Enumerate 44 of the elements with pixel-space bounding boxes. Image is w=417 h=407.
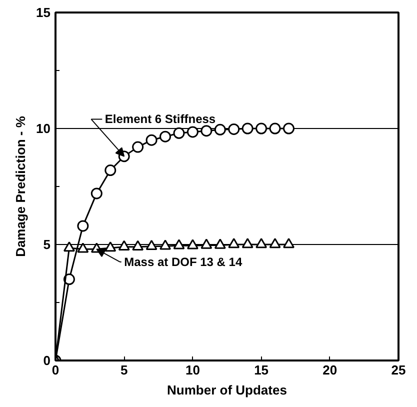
x-axis-title: Number of Updates <box>167 382 287 398</box>
point <box>186 239 198 250</box>
point <box>214 124 226 136</box>
point <box>146 134 158 146</box>
point <box>132 240 144 250</box>
point <box>104 241 116 252</box>
point <box>173 127 185 139</box>
point <box>90 188 102 200</box>
point <box>228 238 240 248</box>
point <box>269 122 281 134</box>
point <box>242 122 254 134</box>
y-tick-label: 5 <box>43 237 51 252</box>
point <box>77 242 89 253</box>
annotation: Element 6 Stiffness <box>104 112 216 126</box>
point <box>63 241 75 252</box>
point <box>256 238 268 248</box>
x-tick-label: 15 <box>254 362 269 378</box>
point <box>214 238 226 249</box>
point <box>186 126 198 138</box>
annotation: Mass at DOF 13 & 14 <box>124 254 242 269</box>
y-tick-label: 15 <box>36 5 51 20</box>
point <box>269 238 281 248</box>
point <box>132 141 144 153</box>
x-tick-label: 10 <box>185 362 200 378</box>
x-tick-label: 5 <box>120 362 128 378</box>
point <box>146 240 158 250</box>
y-axis-title: Damage Prediction - % <box>13 116 28 257</box>
x-tick-label: 25 <box>391 362 406 378</box>
point <box>77 220 89 232</box>
y-tick-label: 0 <box>43 353 51 368</box>
point <box>160 130 172 142</box>
point <box>256 122 268 134</box>
point <box>104 164 116 176</box>
point <box>282 238 294 248</box>
y-tick-label: 10 <box>36 121 51 136</box>
point <box>160 240 172 250</box>
point <box>228 123 240 135</box>
point <box>242 238 254 248</box>
point <box>173 239 185 250</box>
point <box>118 240 130 250</box>
point <box>200 125 212 137</box>
point <box>282 122 294 134</box>
point <box>200 238 212 249</box>
x-tick-label: 20 <box>322 362 338 378</box>
